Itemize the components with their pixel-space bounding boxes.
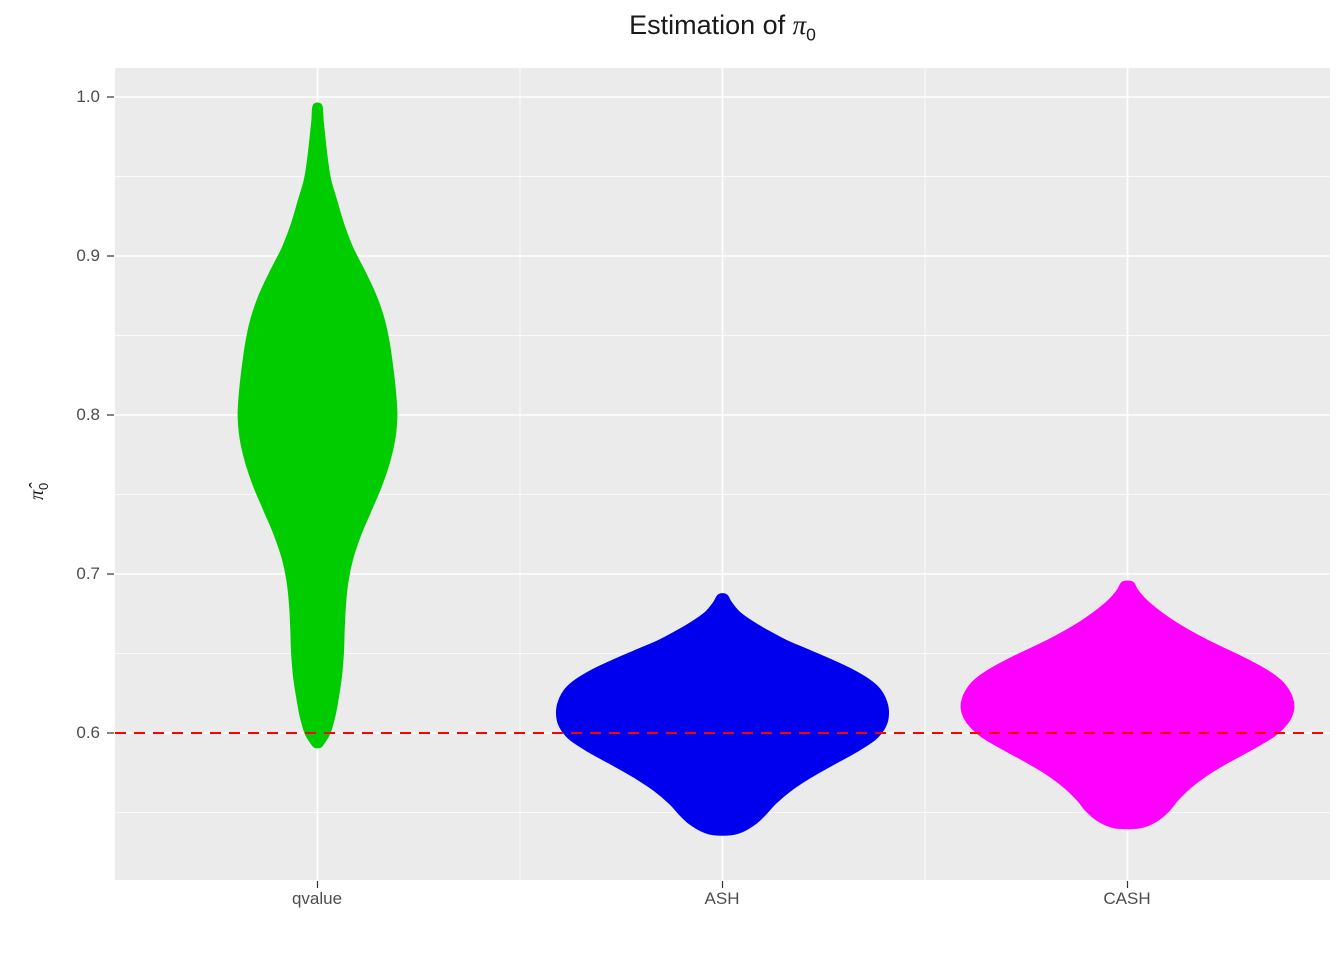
chart-title: Estimation of π0 [115, 10, 1330, 45]
pi-hat-subscript: 0 [36, 482, 51, 490]
x-tick-label-cash: CASH [1103, 889, 1151, 908]
pi-hat-symbol: π̂ [26, 489, 48, 500]
y-tick-label: 0.7 [76, 564, 100, 583]
violin-cash [960, 580, 1295, 830]
pi-symbol: π [792, 10, 807, 40]
y-tick-label: 0.8 [76, 405, 100, 424]
chart-title-text: Estimation of [629, 10, 793, 40]
violin-ash [555, 593, 890, 836]
violin-qvalue [237, 102, 398, 749]
x-tick-label-qvalue: qvalue [291, 889, 343, 908]
x-tick-label-ash: ASH [704, 889, 740, 908]
axis-ticks [107, 96, 1129, 888]
y-axis-title: π̂0 [26, 483, 51, 500]
pi-subscript: 0 [806, 24, 816, 45]
y-tick-label: 0.6 [76, 723, 100, 742]
y-tick-label: 1.0 [76, 87, 100, 106]
y-tick-label: 0.9 [76, 246, 100, 265]
